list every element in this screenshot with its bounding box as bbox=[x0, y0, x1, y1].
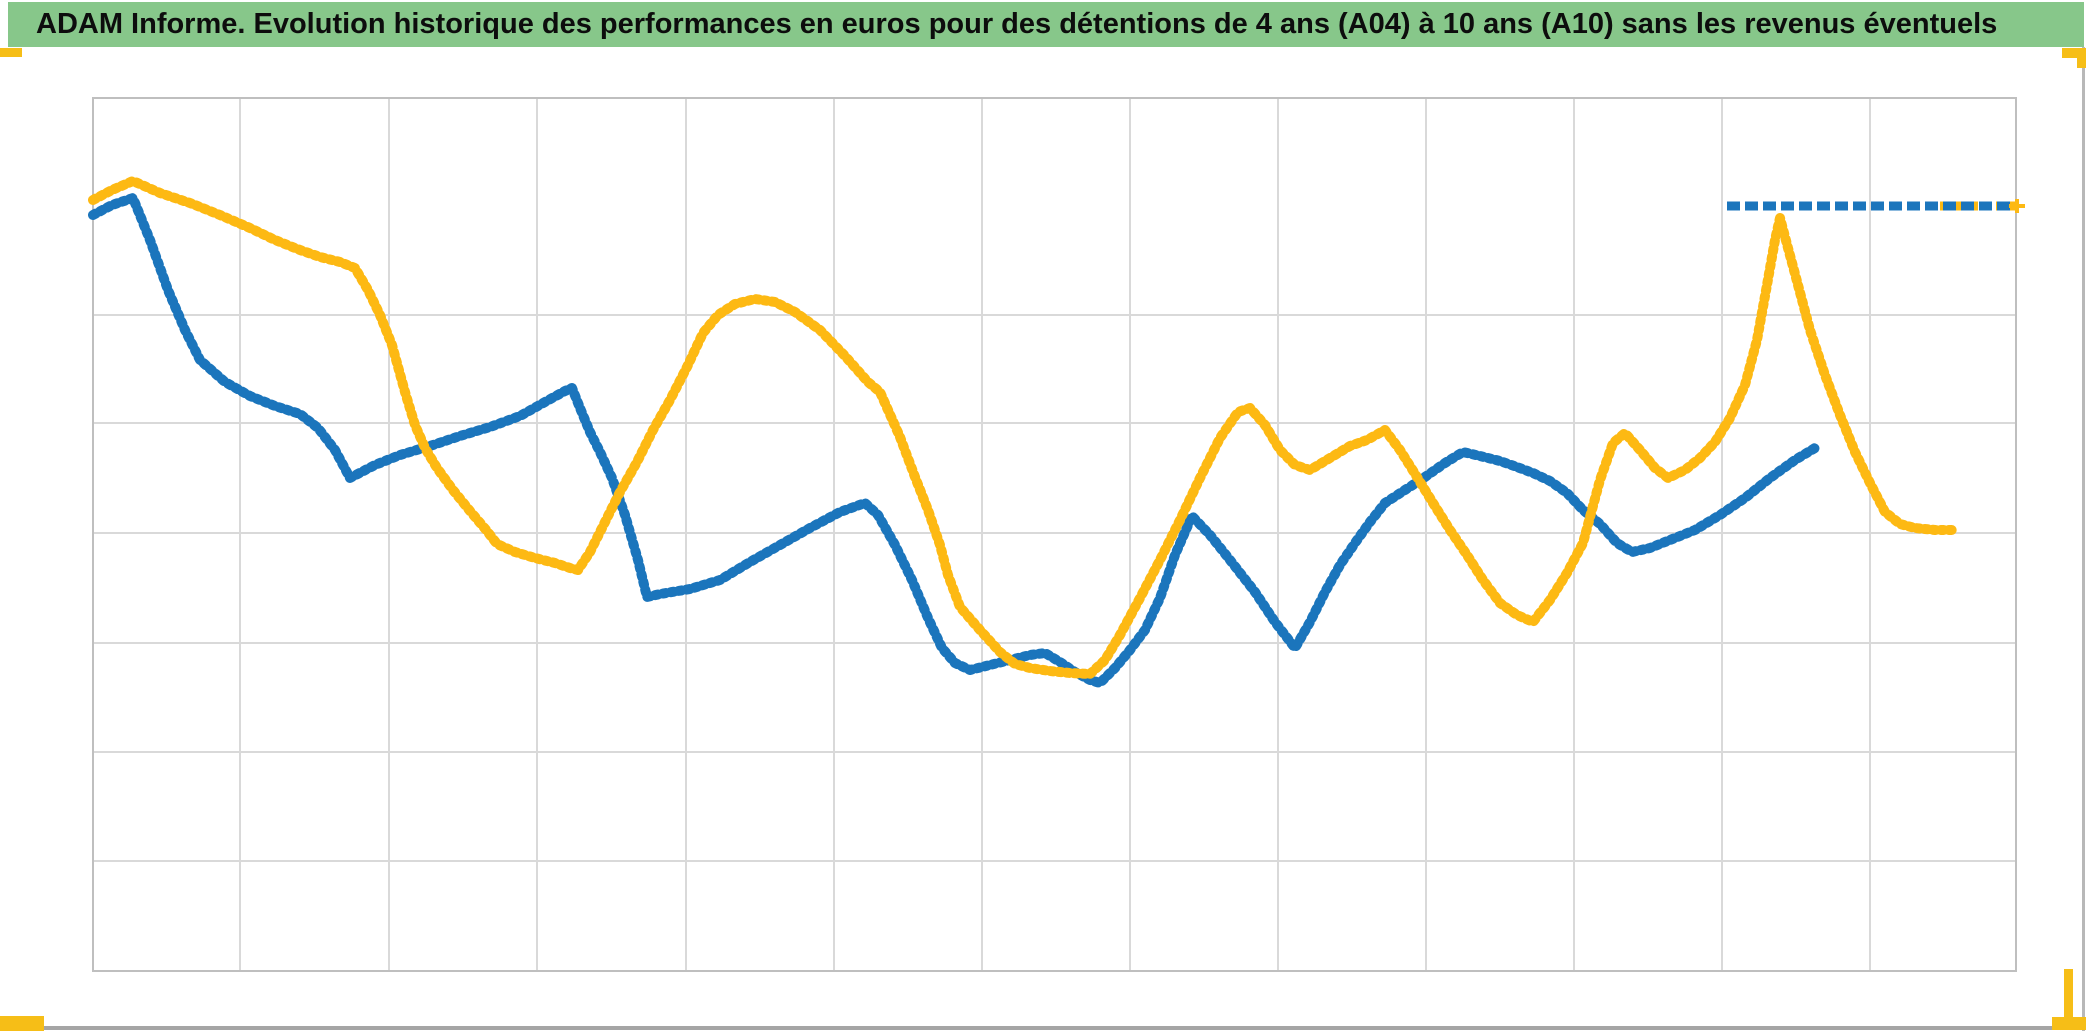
plot-border bbox=[92, 97, 2017, 972]
title-bar: ADAM Informe. Evolution historique des p… bbox=[8, 2, 2084, 47]
window-right-edge bbox=[2082, 47, 2085, 1031]
corner-mark-top-right-v bbox=[2077, 48, 2086, 68]
corner-mark-top-left bbox=[0, 48, 22, 57]
corner-mark-bottom-right-v bbox=[2064, 969, 2073, 1019]
serie-jaune-line-markers bbox=[88, 176, 1960, 679]
corner-mark-bottom-right-h bbox=[2052, 1017, 2086, 1030]
serie-bleue-line-markers bbox=[88, 193, 1820, 688]
corner-mark-top-right-h bbox=[2062, 48, 2086, 58]
serie-jaune-line-core bbox=[91, 178, 1955, 677]
page-title: ADAM Informe. Evolution historique des p… bbox=[36, 8, 1998, 40]
window-bottom-edge bbox=[0, 1026, 2086, 1030]
corner-mark-bottom-left bbox=[0, 1016, 44, 1031]
